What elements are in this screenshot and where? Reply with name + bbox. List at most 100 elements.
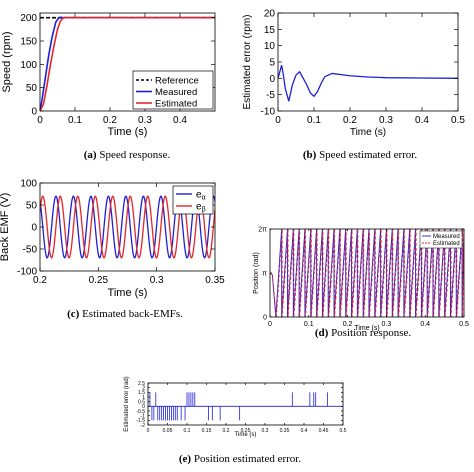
- x-axis-label: Time (s): [354, 325, 379, 332]
- series-line-estimated: [270, 229, 464, 317]
- y-tick-label: 0: [31, 223, 37, 234]
- x-tick-label: 0.4: [173, 115, 187, 126]
- y-tick-label: 0: [263, 314, 267, 321]
- y-tick-label: 0.5: [138, 399, 145, 405]
- y-tick-label: -2: [141, 423, 146, 429]
- caption-letter: (d): [315, 327, 331, 339]
- y-tick-label: -50: [23, 245, 38, 256]
- series-line-error: [278, 65, 458, 102]
- plot-frame: [277, 12, 459, 112]
- y-tick-label: -5: [266, 90, 275, 101]
- legend-label: Measured: [433, 234, 460, 240]
- legend-label: eα: [196, 190, 206, 202]
- y-tick-label: 0: [31, 107, 37, 118]
- x-tick-label: 0.1: [184, 428, 191, 434]
- y-axis-label: Position (rad): [253, 252, 260, 294]
- panel-a-speed-response: 0 0.1 0.2 0.3 0.4 0 50 100 150 200 Time (s) Speed (…: [1, 12, 216, 161]
- y-tick-label: -1: [141, 413, 146, 419]
- x-tick-label: 0.2: [223, 428, 230, 434]
- series-group: [270, 229, 464, 317]
- legend-subscript: α: [202, 195, 206, 202]
- legend-label: Measured: [155, 87, 197, 98]
- legend-subscript: β: [202, 207, 206, 214]
- x-tick-label: 0.4: [415, 115, 429, 126]
- series-group: [40, 16, 215, 111]
- y-tick-label: 100: [20, 179, 37, 190]
- x-tick-label: 0.35: [205, 275, 225, 286]
- plot-frame: [39, 12, 216, 112]
- x-tick-label: 0.2: [33, 275, 47, 286]
- y-tick-label: 50: [26, 201, 38, 212]
- caption-letter: (e): [179, 453, 194, 465]
- panel-caption: (b) Speed estimated error.: [303, 149, 418, 161]
- series-line-measured: [270, 229, 464, 317]
- y-tick-label: 1.5: [138, 390, 145, 396]
- panel-d-position-response: 0 0.1 0.2 0.3 0.4 0.5 0 π 2π Time (s) Position (ra…: [253, 226, 469, 339]
- panel-caption: (d) Position response.: [315, 327, 412, 339]
- series-line-measured: [40, 16, 215, 111]
- y-tick-label: 5: [269, 58, 275, 69]
- y-tick-label: 50: [26, 83, 38, 94]
- x-tick-label: 0.15: [202, 428, 212, 434]
- y-tick-label: 10: [264, 41, 276, 52]
- caption-letter: (b): [303, 149, 319, 161]
- y-tick-label: -1.5: [136, 418, 145, 424]
- x-axis-label: Time (s): [108, 126, 148, 138]
- y-tick-label: 0: [142, 404, 145, 410]
- y-tick-label: 15: [264, 25, 276, 36]
- caption-text: Estimated back-EMFs.: [82, 308, 183, 320]
- panel-b-speed-error: 0 0.1 0.2 0.3 0.4 0.5 -10 -5 0 5 10 15 20 Time (s) Est…: [242, 9, 465, 162]
- x-axis-label: Time (s): [108, 287, 148, 299]
- x-tick-label: 0.25: [241, 428, 251, 434]
- x-tick-label: 0.3: [262, 428, 269, 434]
- panel-caption: (a) Speed response.: [84, 149, 171, 161]
- y-tick-label: 2.5: [138, 381, 145, 387]
- caption-text: Position response.: [331, 327, 411, 339]
- x-tick-label: 0.5: [459, 321, 469, 328]
- legend-label: eβ: [196, 202, 206, 214]
- x-tick-label: 0.3: [379, 115, 393, 126]
- legend-box: [419, 230, 463, 249]
- x-tick-label: 0: [275, 115, 281, 126]
- y-tick-label: -0.5: [136, 409, 145, 415]
- y-tick-label: 200: [20, 13, 37, 24]
- x-tick-label: 0.5: [340, 428, 347, 434]
- y-tick-label: -100: [17, 267, 37, 278]
- y-tick-label: 150: [20, 37, 37, 48]
- x-tick-label: 0.1: [307, 115, 321, 126]
- panel-caption: (e) Position estimated error.: [179, 453, 301, 465]
- x-tick-label: 0.1: [304, 321, 314, 328]
- x-tick-label: 0.3: [138, 115, 152, 126]
- series-line-estimated: [40, 16, 215, 111]
- y-tick-label: 2π: [258, 226, 267, 233]
- legend-box: [172, 185, 214, 215]
- x-tick-label: 0.35: [280, 428, 290, 434]
- panel-c-back-emf: 0.2 0.25 0.3 0.35 -100 -50 0 50 100 Time (s) Back …: [0, 179, 225, 321]
- x-axis-label: Time (s): [350, 127, 386, 138]
- x-tick-label: 0.3: [382, 321, 392, 328]
- caption-text: Speed response.: [99, 149, 170, 161]
- y-tick-label: π: [262, 270, 267, 277]
- x-tick-label: 0: [37, 115, 43, 126]
- x-tick-label: 0: [268, 321, 272, 328]
- y-axis-label: Estimated error (rpm): [242, 14, 253, 109]
- x-tick-label: 0: [147, 428, 150, 434]
- x-tick-label: 0.45: [319, 428, 329, 434]
- y-axis-label: Speed (rpm): [1, 31, 13, 92]
- y-tick-label: 20: [264, 9, 276, 20]
- caption-letter: (c): [67, 308, 82, 320]
- x-tick-label: 0.2: [343, 321, 353, 328]
- y-tick-label: -10: [261, 107, 276, 118]
- x-tick-label: 0.5: [451, 115, 465, 126]
- series-line-e-α: [40, 195, 215, 259]
- caption-text: Speed estimated error.: [319, 149, 417, 161]
- y-axis-label: Estimated error (rad): [124, 376, 130, 431]
- panel-caption: (c) Estimated back-EMFs.: [67, 308, 183, 320]
- y-tick-label: 1: [142, 395, 145, 401]
- y-tick-label: 2: [142, 385, 145, 391]
- series-group: [148, 392, 343, 421]
